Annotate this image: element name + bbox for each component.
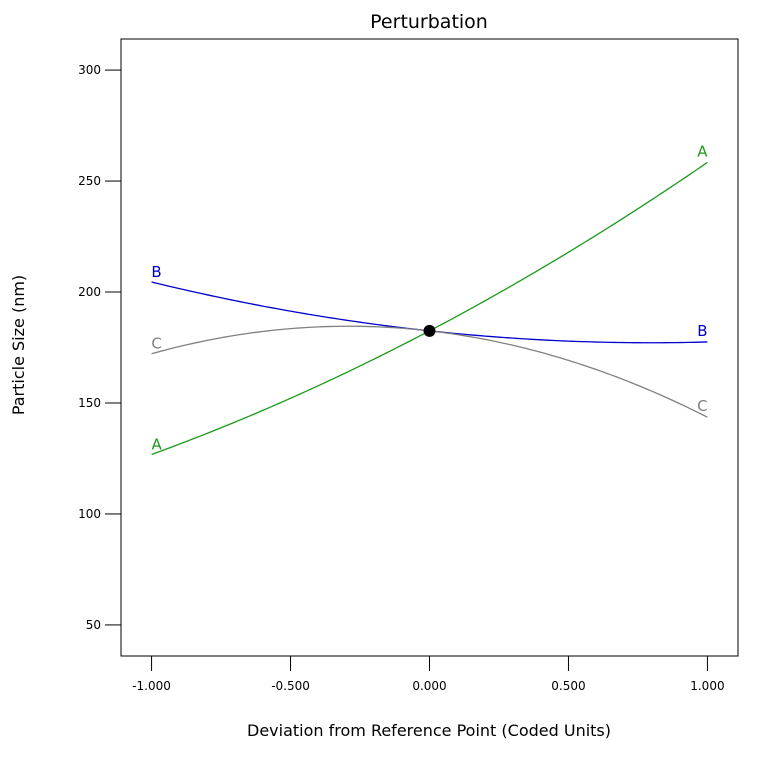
y-tick-label: 150 [78, 396, 101, 410]
x-tick-label: 0.000 [412, 679, 446, 693]
x-axis: -1.000 -0.500 0.000 0.500 1.000 [132, 656, 725, 693]
chart-title: Perturbation [370, 11, 488, 33]
series-line-c [151, 325, 708, 418]
plot-area [120, 38, 739, 657]
y-tick-label: 100 [78, 507, 101, 521]
series-line-a [151, 161, 708, 456]
reference-point [423, 324, 436, 337]
series-label-c-left: C [151, 335, 161, 353]
y-tick-label: 50 [86, 618, 101, 632]
series-labels: A A B B C C [151, 142, 708, 453]
y-tick-label: 250 [78, 174, 101, 188]
series-label-b-left: B [151, 263, 161, 281]
x-tick-label: 0.500 [551, 679, 585, 693]
x-axis-label: Deviation from Reference Point (Coded Un… [247, 721, 611, 740]
series-label-a-right: A [697, 142, 708, 160]
x-tick-label: -1.000 [132, 679, 171, 693]
reference-point-group [423, 324, 436, 337]
series-label-a-left: A [151, 435, 162, 453]
y-axis: 50 100 150 200 250 300 [78, 63, 121, 632]
series-label-b-right: B [697, 322, 707, 340]
y-tick-label: 200 [78, 285, 101, 299]
x-tick-label: 1.000 [690, 679, 724, 693]
y-tick-label: 300 [78, 63, 101, 77]
series-lines [151, 161, 708, 456]
y-axis-label: Particle Size (nm) [9, 275, 28, 415]
series-label-c-right: C [697, 397, 707, 415]
x-tick-label: -0.500 [271, 679, 310, 693]
